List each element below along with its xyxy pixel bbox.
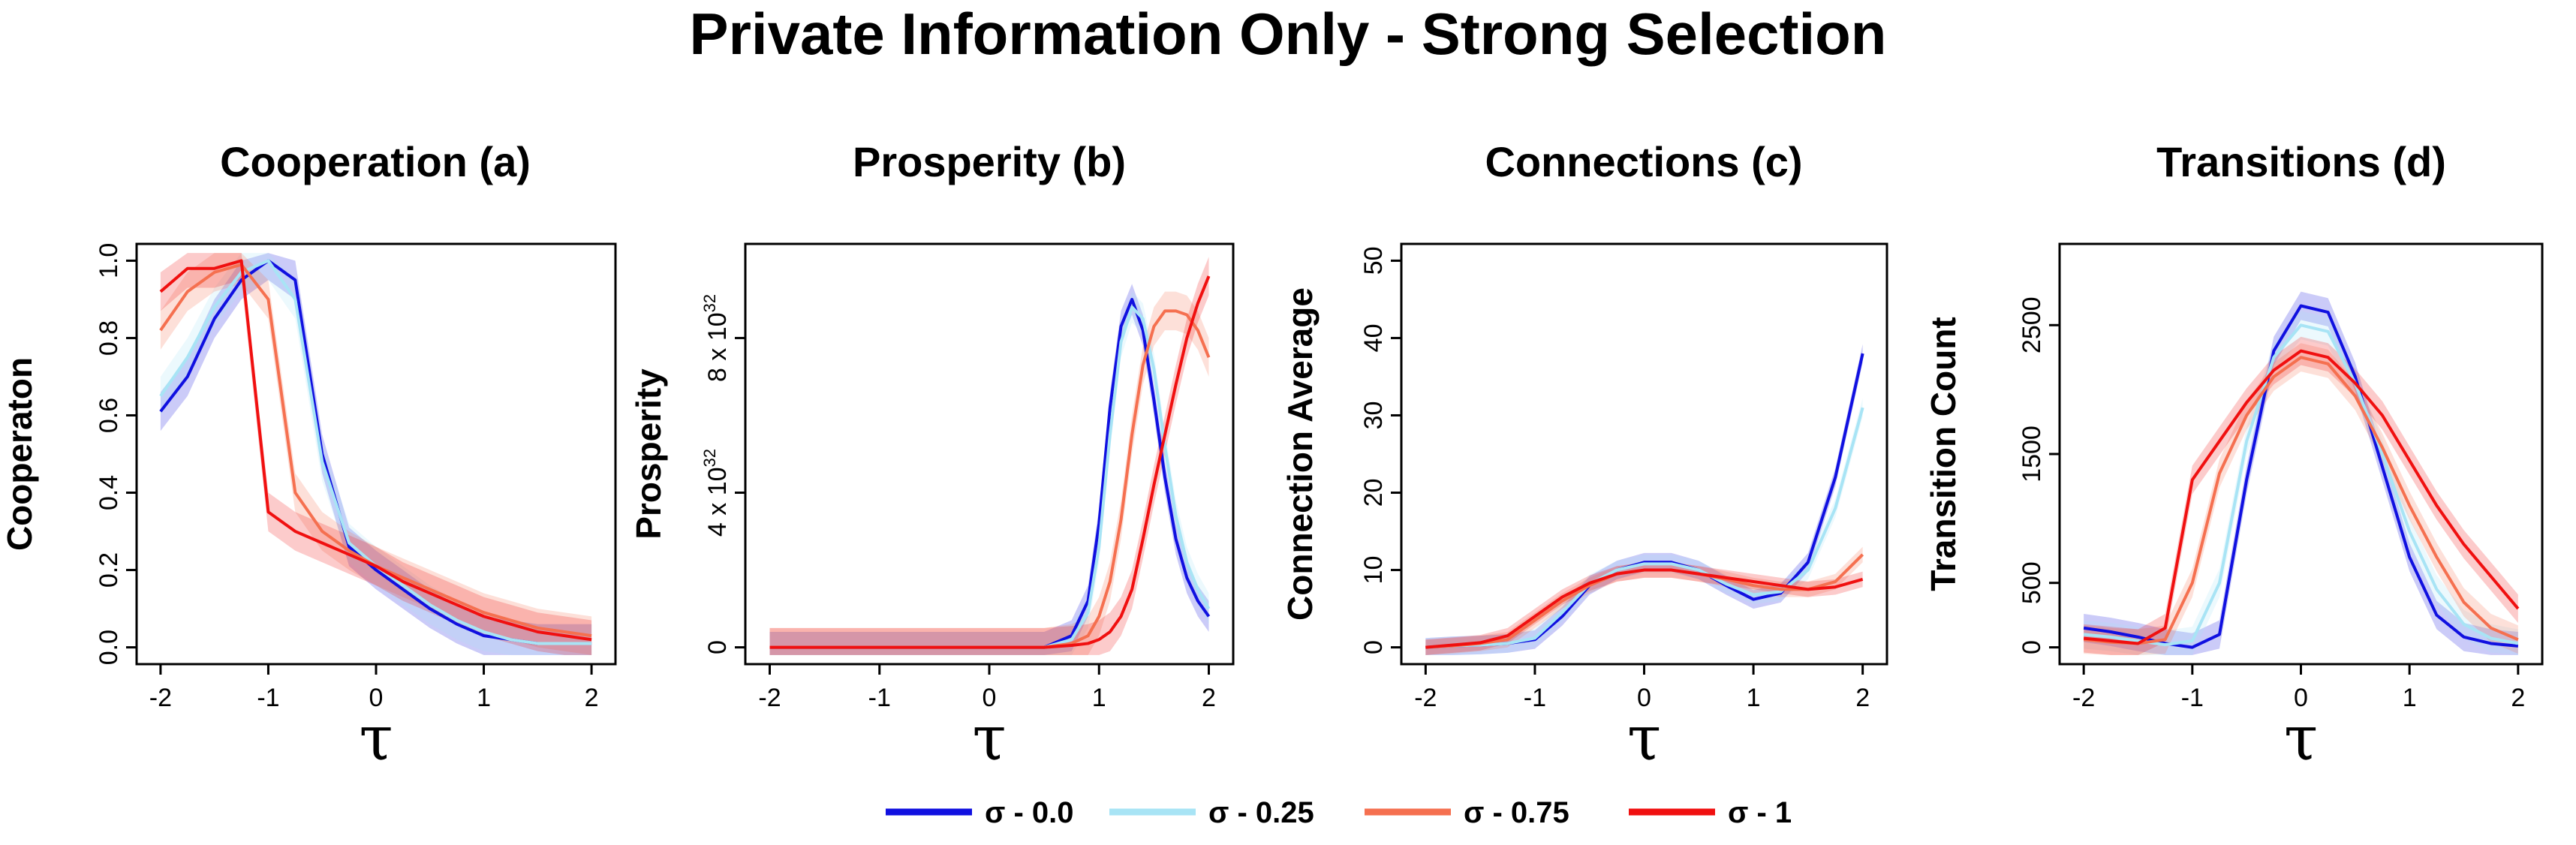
y-tick-label: 0.0: [95, 630, 123, 665]
x-tick-label: -1: [868, 684, 891, 712]
y-tick-label: 2500: [2018, 296, 2046, 353]
x-axis-label: τ: [1627, 703, 1661, 774]
x-tick-label: 1: [477, 684, 491, 712]
y-tick-label: 500: [2018, 561, 2046, 604]
panel-1: Cooperation (a) -2 -1 0 1 2 0.0 0.2 0.4 0.6 0.8 1.0…: [0, 138, 617, 774]
y-tick-label: 0.4: [95, 475, 123, 510]
x-tick-label: 0: [2294, 684, 2308, 712]
x-tick-label: -2: [149, 684, 172, 712]
x-tick-label: -2: [758, 684, 781, 712]
series-band: [1425, 546, 1863, 655]
main-title: Private Information Only - Strong Select…: [690, 1, 1887, 67]
panel-title: Cooperation (a): [220, 138, 531, 185]
y-tick-label: 0: [703, 640, 732, 654]
y-tick-label: 0.8: [95, 320, 123, 356]
y-tick-label: 0.2: [95, 552, 123, 588]
series-band: [160, 253, 592, 655]
chart-panels: Cooperation (a) -2 -1 0 1 2 0.0 0.2 0.4 0.6 0.8 1.0…: [0, 138, 2544, 774]
series-band: [2084, 291, 2518, 655]
plot-frame: [1400, 242, 1888, 666]
x-tick-label: -2: [1414, 684, 1437, 712]
series-band: [160, 253, 592, 655]
legend: σ - 0.0 σ - 0.25 σ - 0.75 σ - 1: [886, 796, 1792, 829]
x-tick-label: -1: [1524, 684, 1546, 712]
y-axis-label: Cooperaton: [0, 357, 39, 551]
legend-label: σ - 1: [1728, 796, 1792, 829]
series-band: [1425, 398, 1863, 655]
legend-item: σ - 0.75: [1365, 796, 1569, 829]
series-band: [2084, 311, 2518, 655]
x-tick-label: -2: [2072, 684, 2095, 712]
x-tick-label: -1: [2181, 684, 2204, 712]
series-line: [2083, 323, 2519, 647]
x-tick-label: 2: [585, 684, 599, 712]
y-tick-label: 1.0: [95, 243, 123, 278]
x-axis-label: τ: [972, 703, 1006, 774]
series-line: [159, 259, 592, 642]
y-axis-label: Connection Average: [1280, 287, 1320, 621]
x-axis-label: τ: [2284, 703, 2318, 774]
panel-2: Prosperity (b) -2 -1 0 1 2 0 4 x 1032 8 x 1032 Pr…: [629, 138, 1235, 774]
legend-label: σ - 0.75: [1464, 796, 1569, 829]
legend-item: σ - 0.0: [886, 796, 1074, 829]
series-band: [160, 253, 592, 655]
legend-item: σ - 0.25: [1109, 796, 1314, 829]
panel-4: Transitions (d) -2 -1 0 1 2 0 500 1500 2500 Transi…: [1924, 138, 2544, 774]
series-band: [769, 291, 1209, 655]
y-tick-label: 0: [2018, 640, 2046, 654]
legend-item: σ - 1: [1629, 796, 1792, 829]
series-line: [1425, 353, 1864, 649]
x-axis-label: τ: [359, 703, 393, 774]
y-tick-label: 4 x 1032: [700, 449, 732, 537]
series-line: [1425, 407, 1864, 649]
panel-3: Connections (c)-2 -1 0 1 201020304050Connect…: [1280, 138, 1888, 774]
y-tick-label: 10: [1359, 556, 1388, 585]
x-tick-label: -1: [257, 684, 279, 712]
y-tick-label: 40: [1359, 324, 1388, 353]
panel-title: Prosperity (b): [853, 138, 1126, 185]
x-tick-label: 0: [1637, 684, 1651, 712]
y-tick-label: 1500: [2018, 426, 2046, 483]
y-axis-label: Transition Count: [1924, 317, 1963, 591]
y-tick-label: 0: [1359, 640, 1388, 654]
x-tick-label: 2: [1202, 684, 1216, 712]
y-tick-label: 50: [1359, 246, 1388, 275]
series-band: [160, 253, 592, 655]
y-tick-label: 30: [1359, 401, 1388, 430]
x-tick-label: 1: [1747, 684, 1761, 712]
series-line: [1425, 568, 1864, 649]
y-tick-label: 0.6: [95, 398, 123, 433]
series-line: [769, 275, 1211, 649]
x-tick-label: 0: [983, 684, 997, 712]
legend-label: σ - 0.25: [1208, 796, 1314, 829]
series-line: [769, 309, 1211, 649]
x-tick-label: 2: [1855, 684, 1870, 712]
panel-title: Connections (c): [1485, 138, 1802, 185]
y-tick-label: 20: [1359, 479, 1388, 507]
x-tick-label: 1: [1092, 684, 1106, 712]
y-tick-label: 8 x 1032: [700, 294, 732, 382]
x-tick-label: 1: [2403, 684, 2417, 712]
y-axis-label: Prosperity: [629, 368, 668, 540]
series-line: [2083, 349, 2520, 645]
series-band: [1425, 344, 1863, 655]
series-line: [2083, 356, 2519, 645]
x-tick-label: 2: [2511, 684, 2525, 712]
panel-title: Transitions (d): [2156, 138, 2446, 185]
x-tick-label: 0: [369, 684, 384, 712]
legend-label: σ - 0.0: [985, 796, 1074, 829]
